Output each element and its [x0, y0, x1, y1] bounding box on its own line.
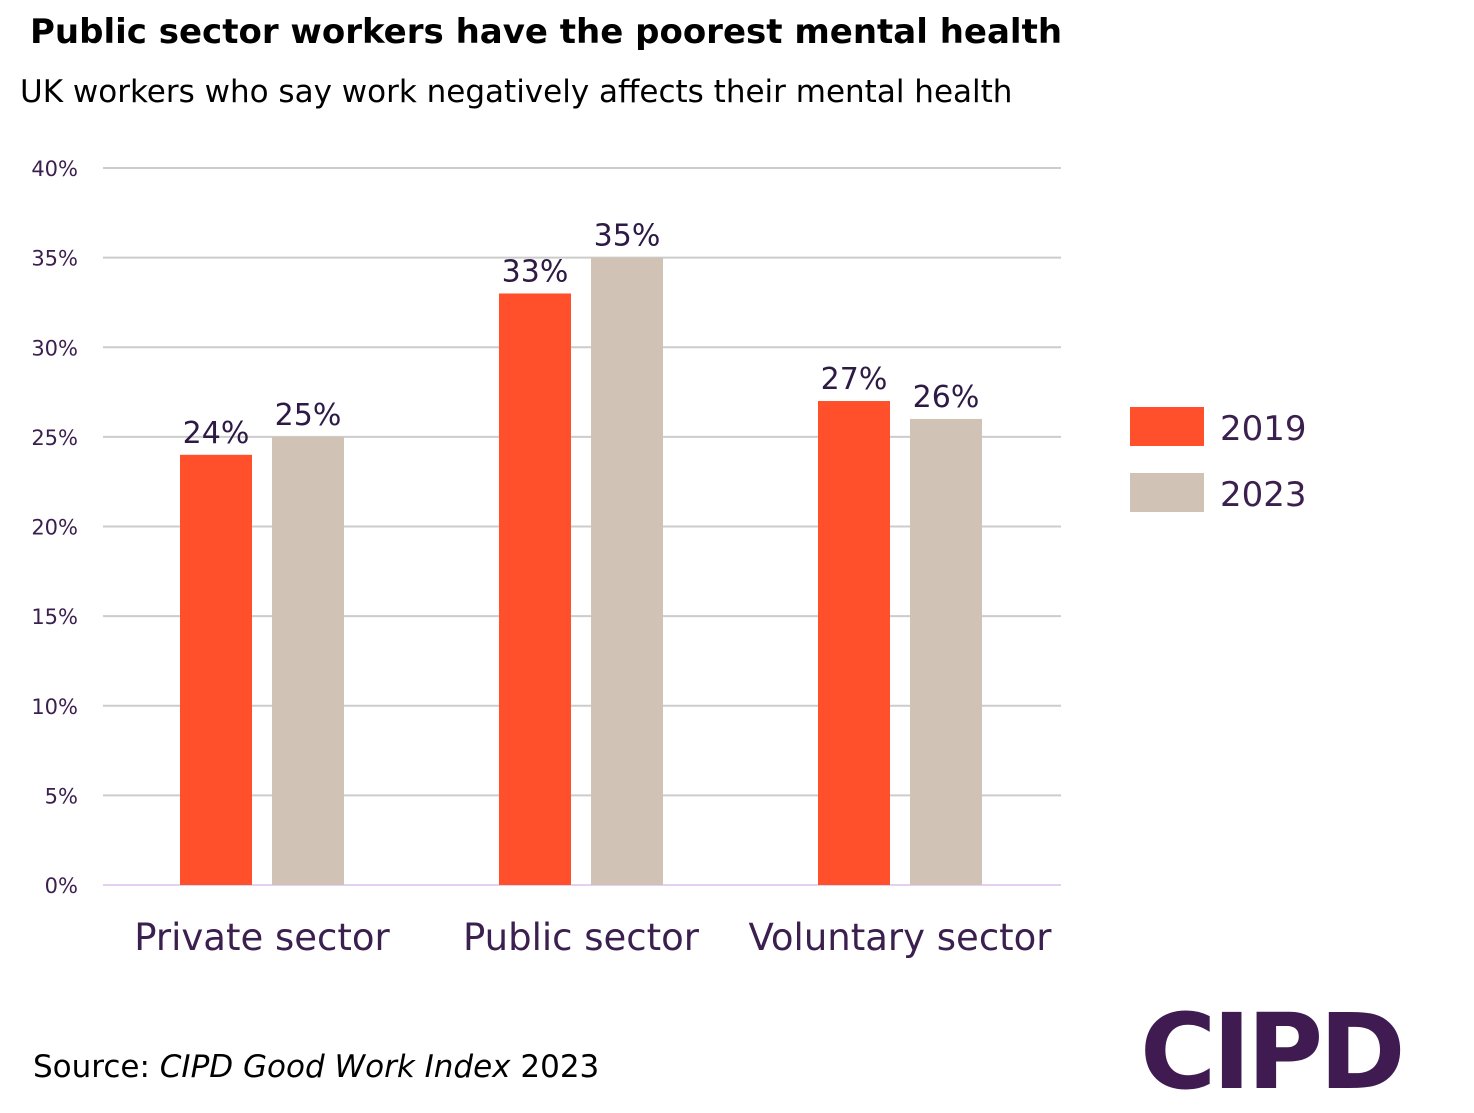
data-labels: 24% 33% 27% 25% 35% 26%: [183, 219, 980, 451]
bar-2023-public-sector: [591, 257, 663, 885]
data-label-2019-public-sector: 33%: [502, 254, 569, 289]
x-category-label-public-sector: Public sector: [463, 916, 700, 959]
y-tick-label-15: 15%: [31, 605, 78, 629]
x-category-label-private-sector: Private sector: [134, 916, 390, 959]
legend-label-2023: 2023: [1220, 475, 1307, 515]
bar-2023-private-sector: [272, 436, 344, 885]
y-tick-label-30: 30%: [31, 336, 78, 360]
legend-label-2019: 2019: [1220, 409, 1307, 449]
source-note: Source: CIPD Good Work Index 2023: [33, 1049, 599, 1085]
legend-swatch-2023: [1130, 473, 1204, 512]
data-label-2023-voluntary-sector: 26%: [913, 380, 980, 415]
y-tick-label-20: 20%: [31, 516, 78, 540]
data-label-2019-private-sector: 24%: [183, 416, 250, 451]
x-category-label-voluntary-sector: Voluntary sector: [748, 916, 1052, 959]
chart-subtitle: UK workers who say work negatively affec…: [20, 74, 1013, 110]
y-tick-label-25: 25%: [31, 426, 78, 450]
source-year: 2023: [510, 1049, 600, 1085]
bar-2023-voluntary-sector: [910, 418, 982, 885]
bars: [180, 257, 982, 886]
legend-swatch-2019: [1130, 407, 1204, 446]
data-label-2023-public-sector: 35%: [594, 219, 661, 254]
legend: 2019 2023: [1130, 407, 1307, 515]
y-tick-label-5: 5%: [45, 784, 78, 808]
y-tick-label-35: 35%: [31, 247, 78, 271]
y-tick-label-10: 10%: [31, 695, 78, 719]
cipd-logo: CIPD: [1140, 991, 1406, 1113]
y-tick-label-40: 40%: [31, 157, 78, 181]
y-axis-ticks: 0% 5% 10% 15% 20% 25% 30% 35% 40%: [31, 157, 78, 898]
chart-title: Public sector workers have the poorest m…: [30, 12, 1063, 52]
bar-2019-public-sector: [499, 293, 571, 886]
category-labels: Private sector Public sector Voluntary sec…: [134, 916, 1052, 959]
bar-2019-voluntary-sector: [818, 401, 890, 885]
y-tick-label-0: 0%: [45, 874, 78, 898]
gridlines: [103, 167, 1061, 886]
data-label-2023-private-sector: 25%: [275, 398, 342, 433]
source-title: CIPD Good Work Index: [159, 1049, 511, 1085]
data-label-2019-voluntary-sector: 27%: [821, 362, 888, 397]
bar-2019-private-sector: [180, 454, 252, 885]
source-prefix: Source:: [33, 1049, 160, 1085]
